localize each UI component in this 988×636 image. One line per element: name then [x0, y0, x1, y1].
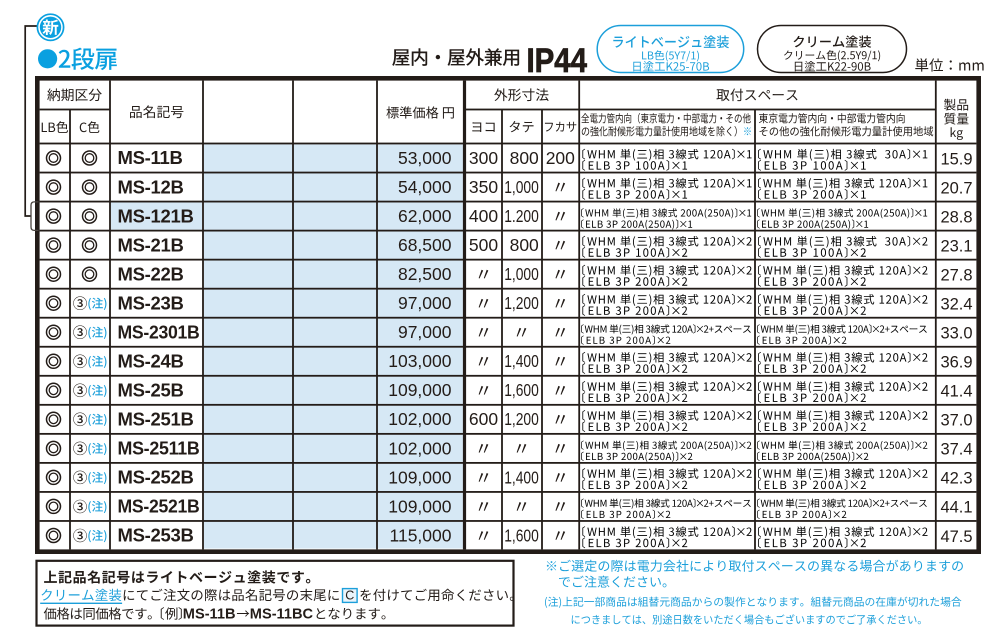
svg-text:MS-253B: MS-253B [118, 525, 194, 546]
svg-text:54,000: 54,000 [398, 177, 452, 197]
svg-text:MS-23B: MS-23B [118, 292, 184, 313]
svg-text:28.8: 28.8 [940, 208, 972, 226]
svg-text:102,000: 102,000 [388, 409, 452, 429]
svg-text:1,400: 1,400 [504, 351, 539, 371]
svg-text:500: 500 [469, 235, 498, 255]
svg-text:109,000: 109,000 [388, 496, 452, 516]
svg-text:MS-2301B: MS-2301B [118, 321, 200, 342]
svg-text:23.1: 23.1 [940, 237, 972, 255]
svg-text:400: 400 [469, 206, 498, 226]
svg-text:MS-2521B: MS-2521B [118, 496, 200, 517]
svg-text:MS-251B: MS-251B [118, 409, 194, 430]
svg-text:97,000: 97,000 [398, 322, 452, 342]
svg-text:109,000: 109,000 [388, 467, 452, 487]
svg-text:44.1: 44.1 [940, 499, 972, 517]
svg-text:37.4: 37.4 [940, 441, 972, 459]
svg-text:1,400: 1,400 [504, 467, 539, 487]
svg-text:62,000: 62,000 [398, 206, 452, 226]
svg-text:MS-24B: MS-24B [118, 351, 184, 372]
svg-text:C: C [345, 589, 354, 603]
svg-text:109,000: 109,000 [388, 380, 452, 400]
svg-text:MS-11B: MS-11B [183, 607, 236, 623]
svg-text:MS-21B: MS-21B [118, 234, 184, 255]
svg-text:MS-25B: MS-25B [118, 380, 184, 401]
svg-text:37.0: 37.0 [940, 412, 972, 430]
svg-text:1,000: 1,000 [504, 177, 539, 197]
svg-text:41.4: 41.4 [940, 383, 972, 401]
svg-text:1.200: 1.200 [504, 206, 539, 226]
svg-text:600: 600 [469, 409, 498, 429]
svg-text:1,200: 1,200 [504, 409, 539, 429]
svg-text:MS-12B: MS-12B [118, 176, 184, 197]
svg-text:68,500: 68,500 [398, 235, 452, 255]
svg-text:1,200: 1,200 [504, 293, 539, 313]
svg-text:103,000: 103,000 [388, 351, 452, 371]
svg-text:15.9: 15.9 [940, 150, 972, 168]
svg-text:1,600: 1,600 [504, 525, 539, 545]
svg-text:IP44: IP44 [527, 42, 588, 80]
svg-text:27.8: 27.8 [940, 267, 972, 285]
svg-text:102,000: 102,000 [388, 438, 452, 458]
svg-text:MS-2511B: MS-2511B [118, 438, 200, 459]
svg-text:82,500: 82,500 [398, 264, 452, 284]
svg-text:MS-22B: MS-22B [118, 263, 184, 284]
svg-text:47.5: 47.5 [940, 528, 972, 546]
svg-text:MS-252B: MS-252B [118, 467, 194, 488]
svg-text:115,000: 115,000 [390, 525, 452, 545]
svg-text:36.9: 36.9 [940, 354, 972, 372]
svg-text:200: 200 [546, 148, 575, 168]
svg-text:MS-121B: MS-121B [118, 205, 194, 226]
svg-text:MS-11B: MS-11B [118, 147, 183, 168]
svg-text:42.3: 42.3 [940, 470, 972, 488]
svg-text:53,000: 53,000 [398, 148, 452, 168]
svg-text:MS-11BC: MS-11BC [250, 607, 314, 623]
svg-text:350: 350 [469, 177, 498, 197]
svg-text:32.4: 32.4 [940, 296, 972, 314]
svg-text:33.0: 33.0 [940, 325, 972, 343]
svg-text:800: 800 [510, 235, 539, 255]
svg-text:300: 300 [469, 148, 498, 168]
svg-text:800: 800 [510, 148, 539, 168]
svg-text:97,000: 97,000 [398, 293, 452, 313]
svg-text:1,600: 1,600 [504, 380, 539, 400]
svg-text:1,000: 1,000 [504, 264, 539, 284]
svg-text:20.7: 20.7 [940, 179, 972, 197]
